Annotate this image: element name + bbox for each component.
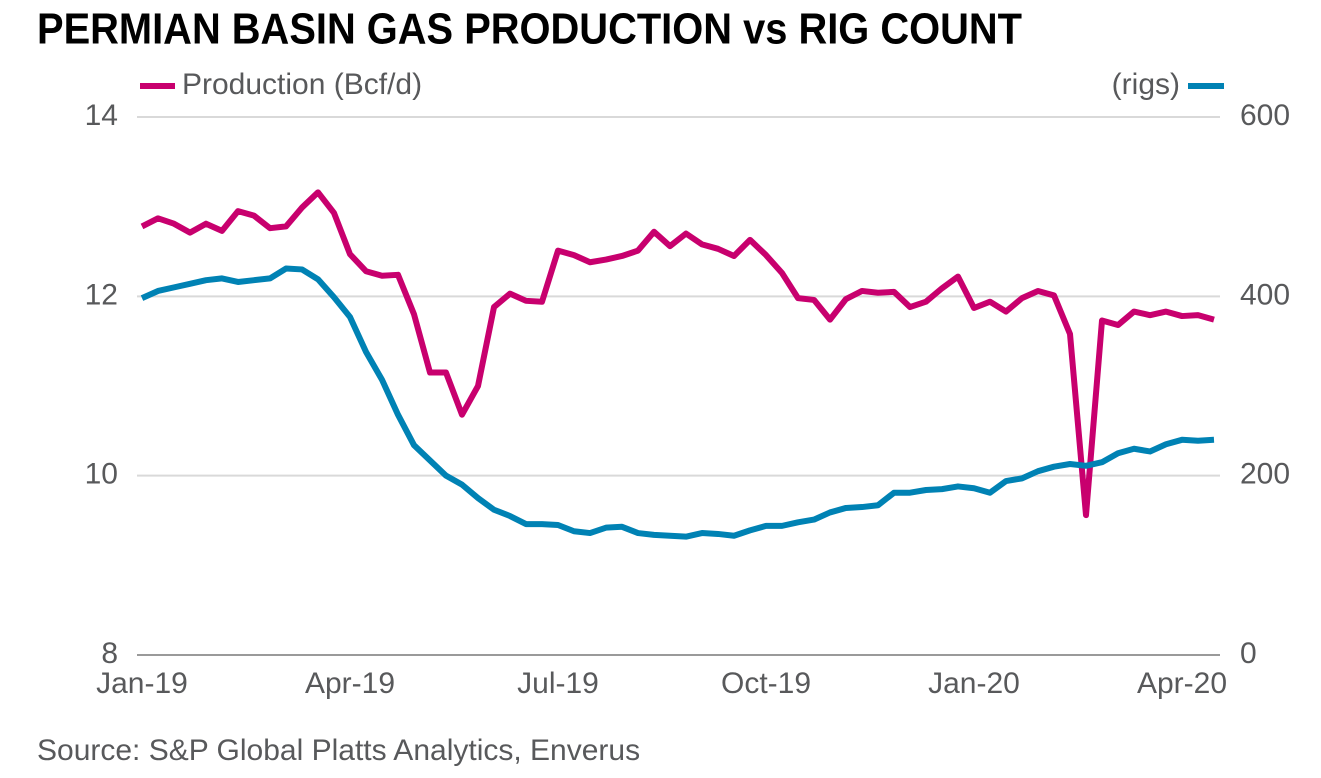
y2-tick-label: 200 [1240, 458, 1290, 491]
x-tick-label: Jul-19 [517, 667, 599, 700]
series-line [140, 265, 1215, 540]
x-tick-label: Oct-19 [721, 667, 811, 700]
legend-label: Production (Bcf/d) [182, 68, 422, 101]
series-line [140, 189, 1215, 519]
x-tick-label: Apr-20 [1137, 667, 1227, 700]
x-tick-label: Jan-19 [96, 667, 188, 700]
chart-title: PERMIAN BASIN GAS PRODUCTION vs RIG COUN… [37, 5, 1022, 54]
y2-tick-label: 600 [1240, 99, 1290, 132]
y-tick-label: 14 [85, 99, 118, 132]
y-tick-label: 12 [85, 278, 118, 311]
y-tick-label: 8 [101, 637, 118, 670]
y-tick-label: 10 [85, 458, 118, 491]
x-tick-label: Apr-19 [305, 667, 395, 700]
source-note: Source: S&P Global Platts Analytics, Env… [37, 734, 640, 767]
y2-tick-label: 0 [1240, 637, 1257, 670]
legend-label: (rigs) [1112, 68, 1180, 101]
x-tick-label: Jan-20 [928, 667, 1020, 700]
y2-tick-label: 400 [1240, 278, 1290, 311]
